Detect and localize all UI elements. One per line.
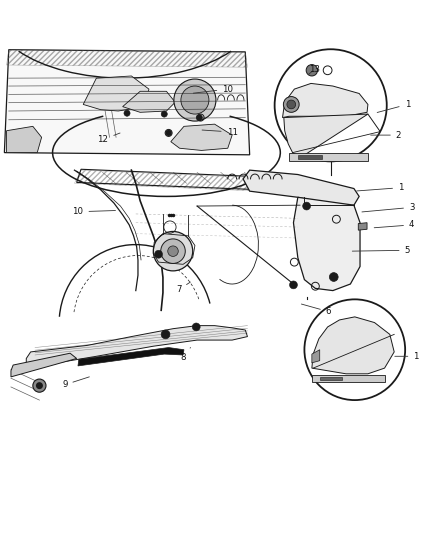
- Polygon shape: [4, 50, 250, 155]
- Text: 1: 1: [395, 352, 419, 361]
- Circle shape: [161, 330, 170, 339]
- Polygon shape: [123, 91, 175, 112]
- Circle shape: [36, 382, 43, 389]
- Circle shape: [290, 281, 297, 289]
- Circle shape: [329, 273, 338, 281]
- Circle shape: [192, 323, 200, 331]
- Polygon shape: [284, 114, 368, 158]
- Text: 11: 11: [202, 127, 238, 136]
- Circle shape: [161, 111, 167, 117]
- Text: 5: 5: [352, 246, 410, 255]
- Circle shape: [275, 49, 387, 161]
- Circle shape: [168, 246, 178, 256]
- Circle shape: [124, 110, 130, 116]
- Text: 13: 13: [309, 65, 320, 74]
- Polygon shape: [7, 126, 42, 152]
- Text: 3: 3: [362, 203, 414, 212]
- Circle shape: [166, 130, 172, 136]
- Text: 2: 2: [371, 131, 401, 140]
- Circle shape: [161, 239, 185, 263]
- Text: 1: 1: [377, 100, 410, 112]
- Text: 9: 9: [62, 377, 89, 389]
- Text: 12: 12: [97, 133, 120, 144]
- Polygon shape: [11, 353, 77, 377]
- Text: 8: 8: [180, 348, 191, 362]
- Text: 6: 6: [301, 304, 331, 316]
- Circle shape: [287, 100, 296, 109]
- Text: 7: 7: [176, 282, 191, 294]
- Polygon shape: [83, 76, 149, 111]
- Polygon shape: [171, 124, 232, 150]
- Polygon shape: [243, 170, 359, 206]
- Polygon shape: [293, 197, 360, 290]
- Polygon shape: [312, 375, 385, 382]
- Text: 10: 10: [72, 207, 116, 216]
- Circle shape: [153, 231, 193, 271]
- Text: 10: 10: [193, 85, 233, 94]
- Circle shape: [155, 251, 162, 258]
- Circle shape: [33, 379, 46, 392]
- Polygon shape: [26, 326, 247, 369]
- Text: 1: 1: [357, 183, 403, 192]
- Polygon shape: [312, 317, 394, 374]
- Polygon shape: [312, 350, 320, 363]
- Text: 4: 4: [374, 220, 414, 229]
- Polygon shape: [78, 348, 184, 366]
- Circle shape: [303, 202, 311, 210]
- Polygon shape: [289, 154, 368, 161]
- Circle shape: [306, 64, 318, 76]
- Circle shape: [196, 115, 202, 120]
- Polygon shape: [358, 223, 367, 230]
- Circle shape: [174, 79, 216, 121]
- Bar: [320, 377, 342, 381]
- Circle shape: [304, 300, 405, 400]
- Bar: [298, 155, 322, 159]
- Polygon shape: [283, 84, 368, 118]
- Circle shape: [283, 96, 299, 112]
- Circle shape: [181, 86, 209, 114]
